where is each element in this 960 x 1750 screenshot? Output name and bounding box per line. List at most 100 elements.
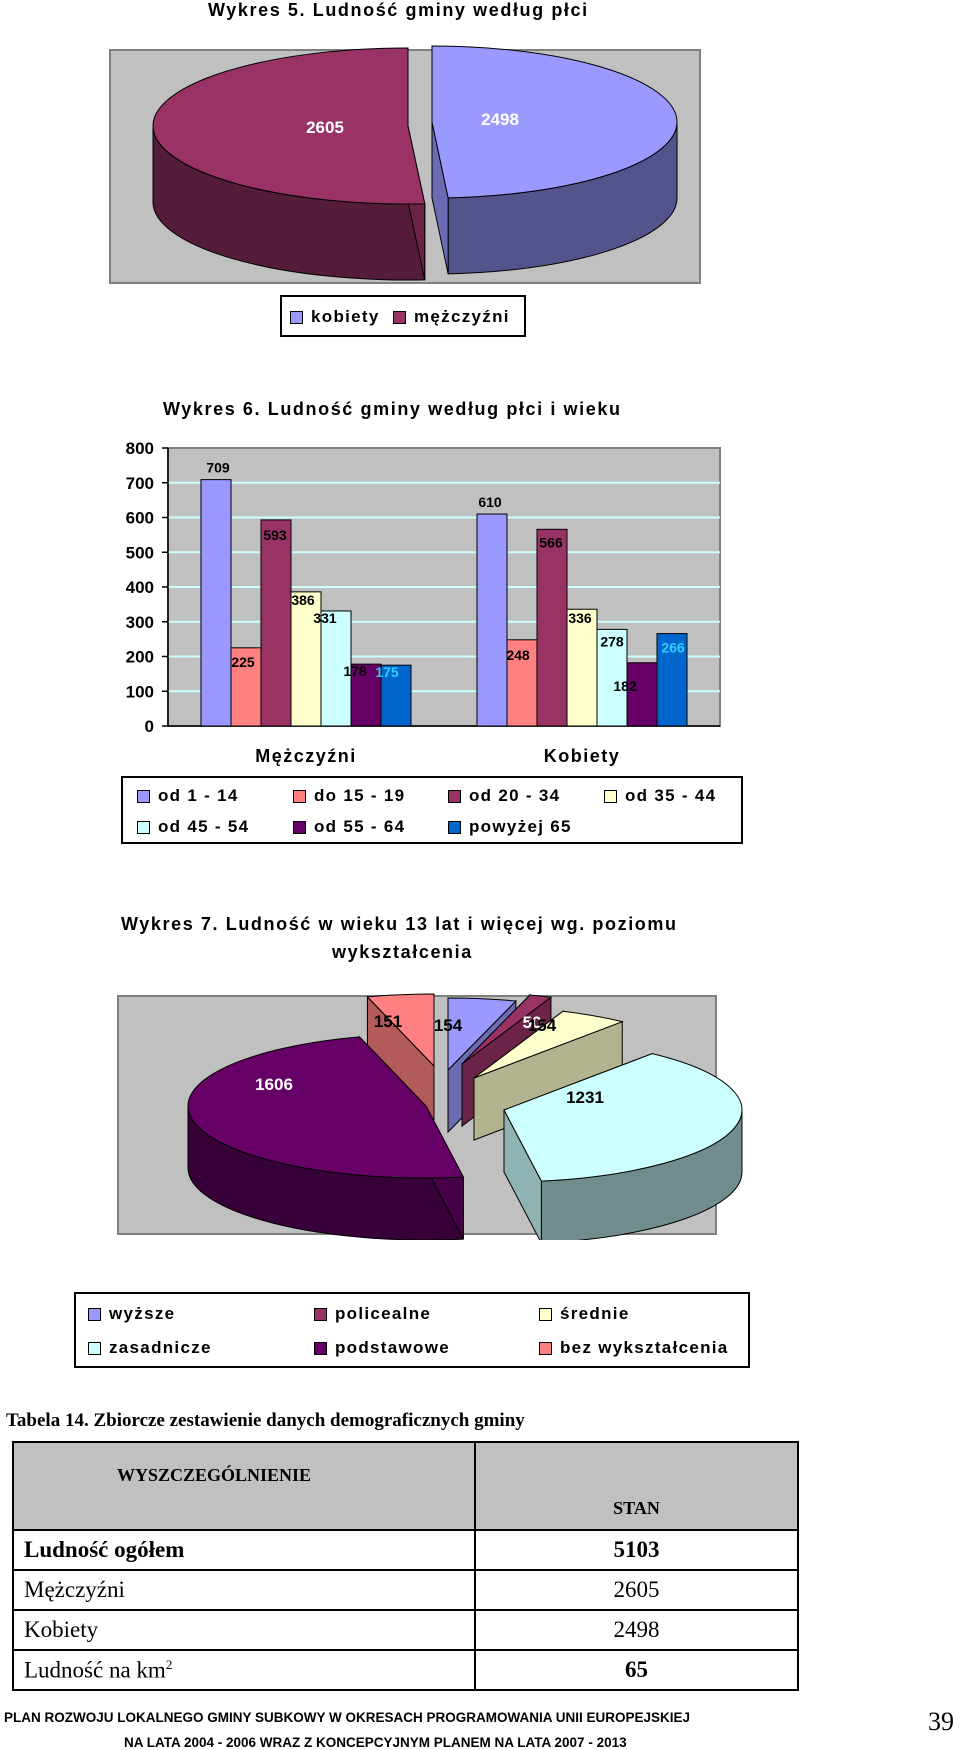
row-value: 2498 [474, 1609, 799, 1651]
page-number: 39 [928, 1707, 954, 1736]
legend-swatch-zasadnicze [88, 1341, 101, 1355]
legend-swatch-age-35-44 [604, 789, 617, 803]
table-header-row: WYSZCZEGÓLNIENIE STAN [12, 1441, 799, 1531]
bar-mezczyzni-do-15-19 [230, 647, 262, 727]
bar-label-kobiety-od-55-64: 182 [613, 678, 637, 694]
chart2-ytick-label: 0 [145, 717, 154, 736]
chart2-ytick-label: 100 [126, 682, 154, 701]
legend-item-mezczyzni: mężczyźni [393, 307, 510, 327]
legend-label-wyzsze: wyższe [109, 1304, 176, 1323]
pie5-label-kobiety: 2498 [481, 110, 519, 129]
legend-label-age-45-54: od 45 - 54 [158, 817, 250, 836]
row-value-text: 2498 [613, 1617, 660, 1642]
chart2-category-label-mezczyzni: Mężczyźni [255, 746, 357, 766]
row-value-text: 2605 [613, 1577, 660, 1602]
bar-label-mezczyzni-od-20-34: 593 [263, 527, 287, 543]
legend-label-age-15-19: do 15 - 19 [314, 786, 406, 805]
row-label: Mężczyźni [12, 1569, 476, 1611]
bar-label-kobiety-od-35-44: 336 [568, 610, 592, 626]
legend-swatch-podstawowe [314, 1341, 327, 1355]
row-value: 5103 [474, 1529, 799, 1571]
legend-swatch-bez-wyksztalcenia [539, 1341, 552, 1355]
chart3-title-line2: wykształcenia [332, 942, 473, 962]
pie7-slice-bez-wyksztalcenia-top [366, 993, 435, 1068]
pie7-label-policealne: 50 [523, 1013, 542, 1032]
row-label: Ludność na km2 [12, 1649, 476, 1691]
bar-label-mezczyzni-powyzej-65: 175 [375, 664, 399, 680]
table-row: Mężczyźni 2605 [12, 1569, 799, 1611]
bar-label-kobiety-od-45-54: 278 [600, 633, 624, 649]
legend-label-age-35-44: od 35 - 44 [625, 786, 717, 805]
legend-item-age-65-plus: powyżej 65 [448, 817, 572, 837]
legend-label-mezczyzni: mężczyźni [414, 307, 510, 326]
bar-label-kobiety-powyzej-65: 266 [661, 640, 685, 656]
bar-kobiety-powyzej-65 [656, 633, 688, 727]
legend-label-age-1-14: od 1 - 14 [158, 786, 239, 805]
pie7-label-zasadnicze: 1231 [566, 1088, 604, 1107]
bar-label-kobiety-do-15-19: 248 [506, 647, 530, 663]
legend-item-age-20-34: od 20 - 34 [448, 786, 560, 806]
legend-swatch-age-55-64 [293, 820, 306, 834]
pie7-label-bez-wyksztalcenia: 151 [374, 1012, 402, 1031]
bar-label-kobiety-od-20-34: 566 [539, 534, 563, 550]
legend-swatch-kobiety [290, 310, 303, 324]
pie7-slice-wyzsze-top [447, 997, 517, 1072]
bar-label-kobiety-od-1-14: 610 [478, 494, 502, 510]
chart2-title: Wykres 6. Ludność gminy według płci i wi… [163, 399, 622, 419]
bar-label-mezczyzni-od-1-14: 709 [206, 460, 230, 476]
row-label-text: Ludność na km [24, 1657, 166, 1683]
pie5-label-mezczyzni: 2605 [306, 118, 344, 137]
header-wyszczegolnienie-text: WYSZCZEGÓLNIENIE [116, 1465, 312, 1485]
pie5-slice-kobiety-top [431, 45, 678, 199]
pie7-label-podstawowe: 1606 [255, 1075, 293, 1094]
row-value-text: 5103 [613, 1537, 660, 1562]
legend-item-wyzsze: wyższe [88, 1304, 175, 1324]
chart2-legend: od 1 - 14 do 15 - 19 od 20 - 34 od 35 - … [121, 776, 743, 844]
pie7-label-srednie: 154 [528, 1016, 557, 1035]
chart3-legend: wyższe policealne średnie zasadnicze pod… [74, 1292, 750, 1368]
row-value: 2605 [474, 1569, 799, 1611]
legend-item-srednie: średnie [539, 1304, 630, 1324]
legend-label-policealne: policealne [335, 1304, 432, 1323]
legend-item-age-55-64: od 55 - 64 [293, 817, 405, 837]
row-label-text: Ludność ogółem [24, 1537, 185, 1562]
legend-item-age-35-44: od 35 - 44 [604, 786, 716, 806]
bar-mezczyzni-od-1-14 [200, 479, 232, 727]
bar-mezczyzni-od-45-54 [320, 610, 352, 727]
legend-item-age-1-14: od 1 - 14 [137, 786, 239, 806]
legend-swatch-age-20-34 [448, 789, 461, 803]
legend-label-age-65-plus: powyżej 65 [469, 817, 572, 836]
row-label-sup: 2 [165, 1656, 173, 1672]
pie5-slice-mezczyzni-top [152, 47, 426, 205]
table-caption: Tabela 14. Zbiorcze zestawienie danych d… [6, 1410, 525, 1431]
chart2-category-label-kobiety: Kobiety [544, 746, 621, 766]
pie7-slice-srednie-top [473, 1010, 624, 1079]
pie7-slice-policealne-top [461, 994, 553, 1065]
bar-mezczyzni-powyzej-65 [380, 664, 412, 727]
bar-label-mezczyzni-od-45-54: 331 [313, 610, 337, 626]
legend-swatch-age-45-54 [137, 820, 150, 834]
bar-label-mezczyzni-do-15-19: 225 [231, 654, 255, 670]
legend-item-kobiety: kobiety [290, 307, 380, 327]
header-stan-text: STAN [613, 1498, 660, 1518]
chart2-ytick-label: 800 [126, 439, 154, 458]
legend-swatch-wyzsze [88, 1307, 101, 1321]
footer-line1: PLAN ROZWOJU LOKALNEGO GMINY SUBKOWY W O… [4, 1710, 691, 1725]
legend-item-bez-wyksztalcenia: bez wykształcenia [539, 1338, 729, 1358]
legend-item-policealne: policealne [314, 1304, 431, 1324]
pie7-label-wyzsze: 154 [434, 1016, 463, 1035]
legend-label-age-55-64: od 55 - 64 [314, 817, 406, 836]
bar-mezczyzni-od-35-44 [290, 591, 322, 727]
legend-swatch-age-15-19 [293, 789, 306, 803]
legend-item-zasadnicze: zasadnicze [88, 1338, 212, 1358]
bar-kobiety-od-45-54 [596, 628, 628, 727]
legend-swatch-age-1-14 [137, 789, 150, 803]
bar-label-mezczyzni-od-35-44: 386 [291, 592, 315, 608]
row-value-text: 65 [625, 1657, 648, 1682]
legend-label-kobiety: kobiety [311, 307, 380, 326]
row-label-text: Mężczyźni [24, 1577, 125, 1602]
chart2-ytick-label: 700 [126, 474, 154, 493]
legend-swatch-age-65-plus [448, 820, 461, 834]
bar-kobiety-od-1-14 [476, 513, 508, 727]
chart2-ytick-label: 300 [126, 613, 154, 632]
